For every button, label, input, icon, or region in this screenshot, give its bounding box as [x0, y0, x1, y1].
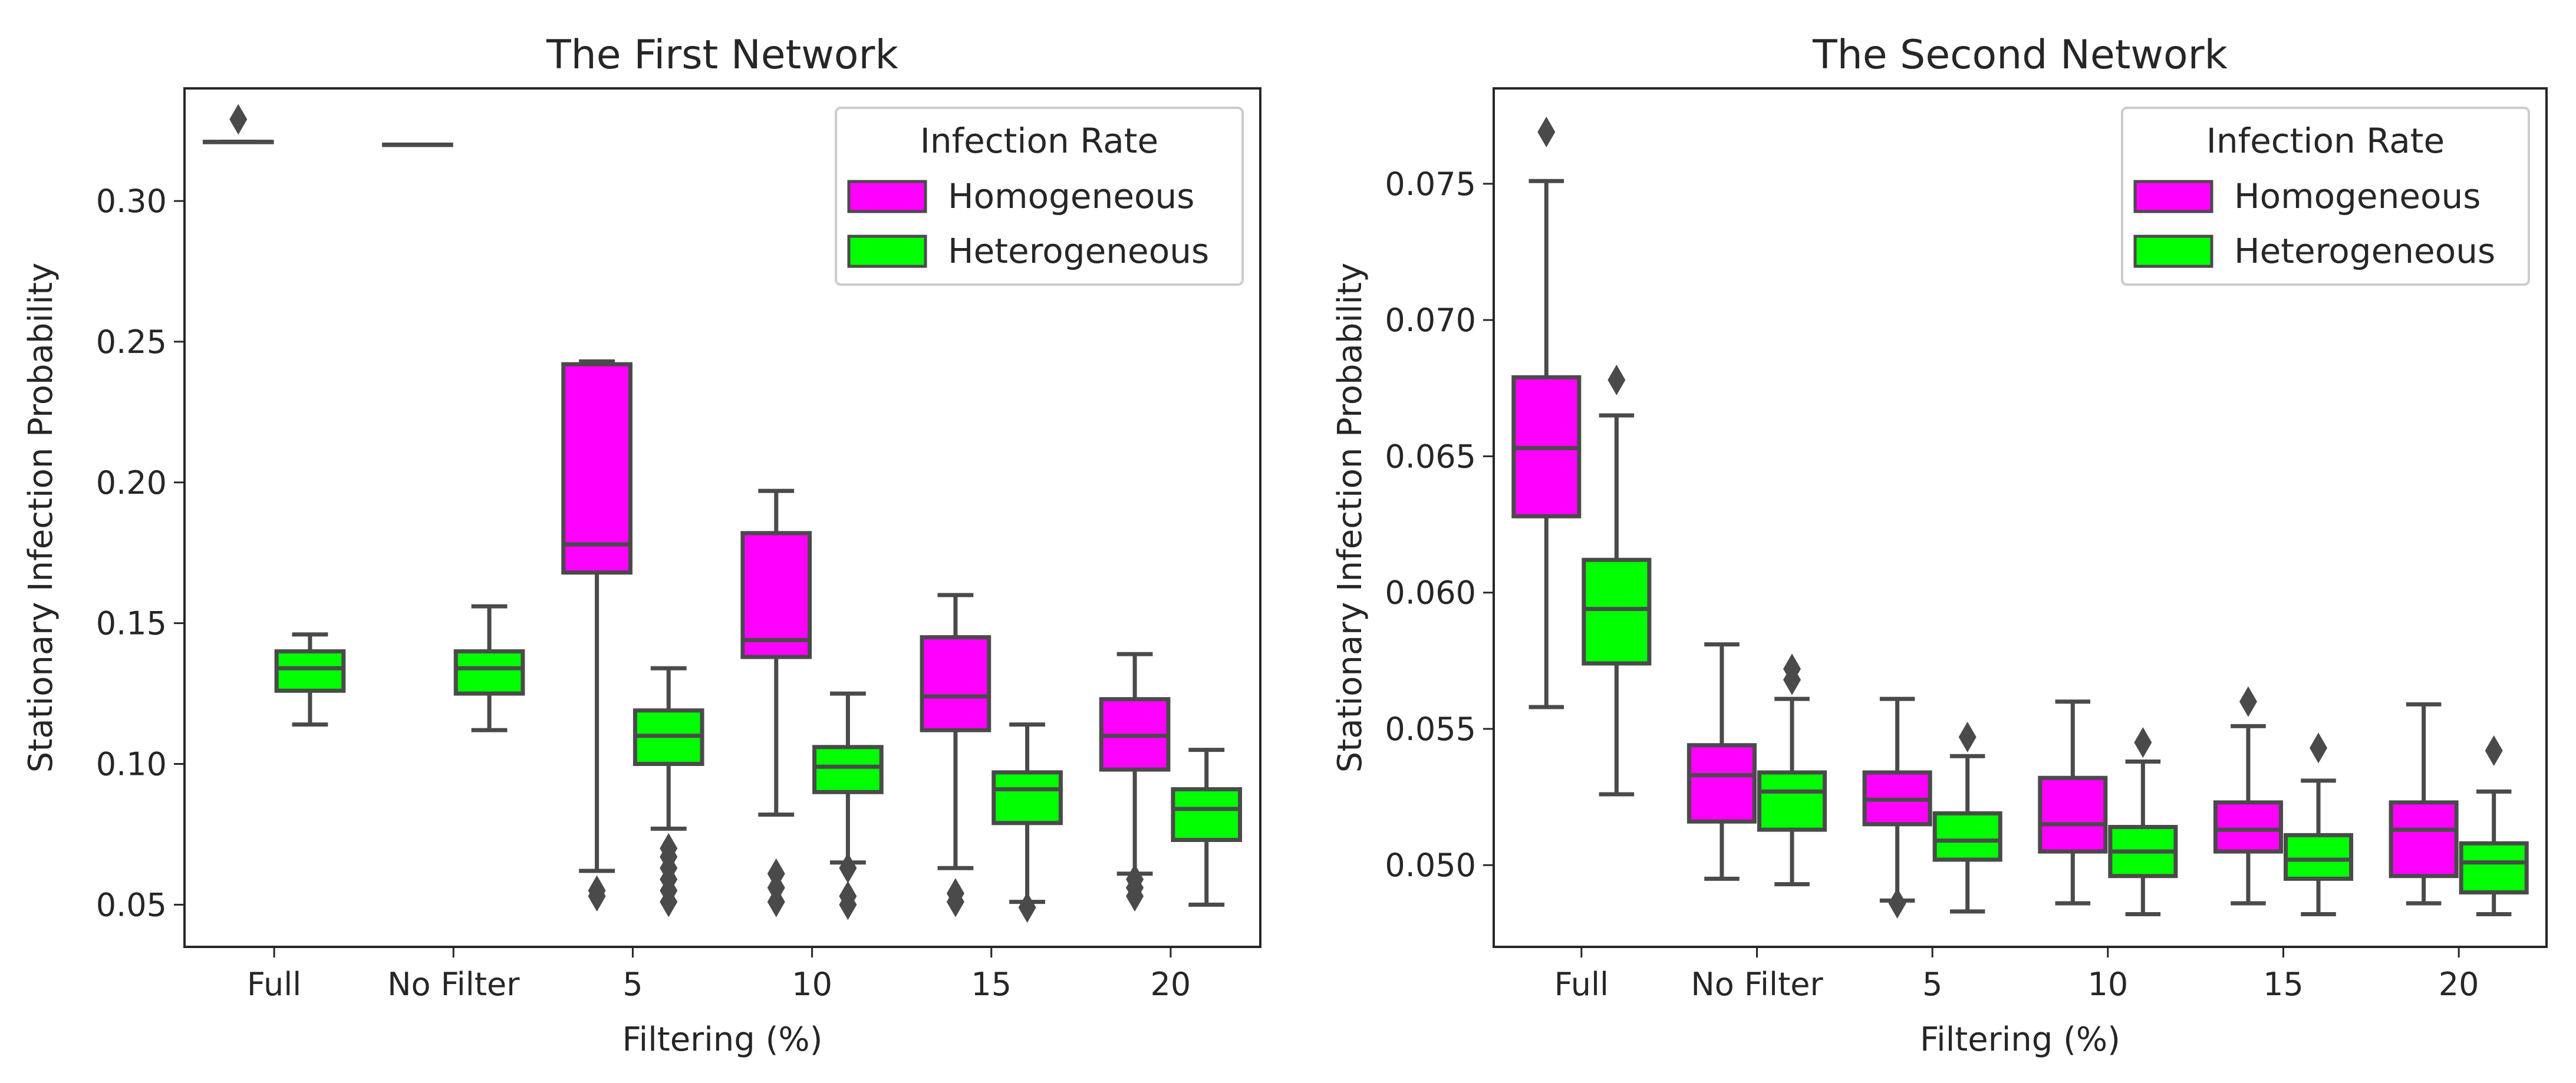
x-tick-label: 10: [2087, 966, 2128, 1003]
box-heterogeneous: [2459, 841, 2529, 894]
box-heterogeneous: [274, 649, 346, 693]
x-tick-label: 15: [971, 966, 1012, 1003]
outlier-point: [1126, 864, 1144, 895]
outlier-point: [1607, 364, 1626, 395]
y-axis-label: Stationary Infection Probability: [22, 263, 60, 772]
box-homogeneous: [2389, 800, 2459, 879]
box-homogeneous: [2213, 800, 2284, 854]
y-tick-label: 0.15: [96, 605, 167, 642]
legend-swatch-heterogeneous: [2133, 235, 2213, 268]
box-heterogeneous: [991, 770, 1063, 826]
legend: [835, 107, 1244, 286]
x-axis-label: Filtering (%): [622, 1021, 823, 1059]
box-heterogeneous: [1171, 787, 1243, 842]
plot-area-frame: [1493, 87, 2548, 948]
box-homogeneous: [561, 362, 633, 575]
outlier-point: [1018, 892, 1036, 923]
x-tick-label: No Filter: [387, 966, 520, 1003]
box-heterogeneous: [1757, 770, 1827, 832]
outlier-point: [1958, 721, 1977, 752]
y-tick-label: 0.05: [96, 886, 167, 923]
y-axis-label: Stationary Infection Probability: [1331, 263, 1369, 772]
legend-label-heterogeneous: Heterogeneous: [2234, 231, 2495, 271]
x-tick-label: 10: [792, 966, 832, 1003]
legend-title: Infection Rate: [920, 121, 1158, 161]
outlier-point: [767, 858, 785, 889]
box-heterogeneous: [1932, 811, 2002, 862]
legend-swatch-heterogeneous: [847, 235, 927, 268]
box-homogeneous: [2038, 775, 2108, 854]
plot-area-frame: [183, 87, 1261, 948]
x-tick-label: 15: [2263, 966, 2304, 1003]
outlier-point: [839, 853, 857, 884]
outlier-point: [229, 104, 248, 135]
y-tick-label: 0.10: [96, 745, 167, 782]
x-tick-label: 20: [2439, 966, 2479, 1003]
outlier-point: [2485, 735, 2503, 766]
box-homogeneous: [740, 531, 812, 659]
outlier-point: [1537, 117, 1556, 148]
legend-label-homogeneous: Homogeneous: [948, 176, 1195, 216]
legend-title: Infection Rate: [2206, 121, 2445, 161]
outlier-point: [1783, 653, 1801, 685]
y-tick-label: 0.050: [1385, 847, 1476, 884]
legend-label-homogeneous: Homogeneous: [2234, 176, 2481, 216]
x-tick-label: No Filter: [1691, 966, 1823, 1003]
outlier-point: [660, 833, 678, 864]
box-homogeneous: [920, 635, 991, 732]
y-tick-label: 0.25: [96, 323, 167, 361]
outlier-point: [588, 875, 606, 906]
x-tick-label: Full: [247, 966, 301, 1003]
y-tick-label: 0.065: [1385, 438, 1476, 475]
y-tick-label: 0.20: [96, 464, 167, 501]
outlier-point: [2310, 732, 2328, 764]
box-heterogeneous: [1582, 557, 1652, 666]
x-tick-label: 5: [622, 966, 643, 1003]
y-tick-label: 0.055: [1385, 711, 1476, 748]
legend-swatch-homogeneous: [847, 180, 927, 213]
box-homogeneous: [1686, 743, 1757, 824]
legend: [2121, 107, 2530, 286]
legend-label-heterogeneous: Heterogeneous: [948, 231, 1209, 271]
y-tick-label: 0.070: [1385, 302, 1476, 339]
box-heterogeneous: [812, 745, 884, 794]
outlier-point: [946, 878, 964, 909]
y-tick-label: 0.075: [1385, 166, 1476, 203]
legend-swatch-homogeneous: [2133, 180, 2213, 213]
outlier-point: [2134, 727, 2152, 758]
x-tick-label: 20: [1151, 966, 1191, 1003]
outlier-point: [839, 881, 857, 912]
box-heterogeneous: [453, 649, 525, 696]
box-heterogeneous: [2284, 833, 2354, 881]
x-axis-label: Filtering (%): [1920, 1021, 2120, 1059]
chart-title-2: The Second Network: [1812, 32, 2228, 78]
x-tick-label: Full: [1554, 966, 1609, 1003]
x-tick-label: 5: [1922, 966, 1942, 1003]
outlier-point: [1888, 887, 1906, 919]
y-tick-label: 0.30: [96, 183, 167, 220]
outlier-point: [2239, 686, 2257, 717]
y-tick-label: 0.060: [1385, 574, 1476, 612]
chart-title-1: The First Network: [546, 32, 898, 78]
